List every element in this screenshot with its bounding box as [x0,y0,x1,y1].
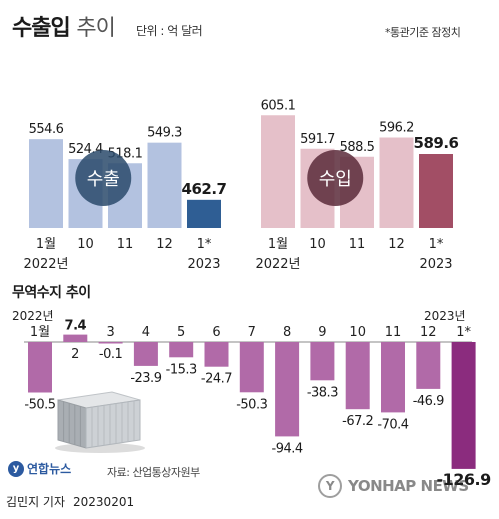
import-category-label-4-1: 2023 [419,257,452,272]
export-chart: 554.61월2022년524.410518.111549.312462.71*… [23,122,227,272]
yonhap-logo-icon: y [8,460,24,477]
export-bar-3 [147,142,182,228]
import-value-label-3: 596.2 [379,121,414,136]
import-value-label-2: 588.5 [340,140,375,155]
trade-bar-3 [133,342,158,366]
trade-bar-0 [28,342,52,393]
export-bar-0 [29,139,63,228]
trade-category-label-0: 1월 [30,325,50,340]
trade-value-label-7: -94.4 [272,441,303,456]
trade-value-label-5: -24.7 [201,372,232,387]
trade-value-label-12: -126.9 [436,470,491,489]
import-category-label-0-1: 2022년 [255,257,300,272]
yonhap-news-watermark: Y YONHAP NEWS [318,474,469,498]
import-category-label-1-0: 10 [309,237,326,252]
byline: 김민지 기자 20230201 [6,493,134,510]
chart-title: 수출입 추이 [12,10,116,42]
trade-category-label-7: 8 [283,325,291,340]
export-value-label-4: 462.7 [182,180,227,198]
trade-value-label-3: -23.9 [130,371,161,386]
container-side [57,399,87,449]
import-circle-label: 수입 [319,169,352,190]
import-chart: 605.1 1월 2022년 591.7 10 588.5 11 596.2 12 589.6 1*… [255,98,459,272]
import-bar-0 [261,115,295,228]
export-category-label-2-0: 11 [117,237,134,252]
trade-bar-10 [381,342,405,413]
trade-bar-2 [98,342,123,344]
trade-value-label-11: -46.9 [413,394,444,409]
title-sub: 추이 [76,16,115,41]
import-value-label-0: 605.1 [261,98,296,113]
reporter-name: 김민지 기자 [6,495,66,509]
title-main: 수출입 [12,16,71,41]
trade-category-label-2: 3 [106,325,114,340]
export-category-label-3-0: 12 [156,237,173,252]
yonhap-watermark-icon: Y [318,474,342,498]
trade-value-label-2: -0.1 [99,347,123,362]
import-category-label-2-0: 11 [349,237,366,252]
trade-bar-1 [63,334,88,342]
trade-category-label-1: 2 [71,347,79,362]
export-category-label-0-0: 1월 [36,237,56,252]
trade-category-label-3: 4 [142,325,150,340]
year-start-label: 2022년 [12,309,54,323]
trade-bar-6 [239,342,264,393]
export-category-label-0-1: 2022년 [23,257,68,272]
note-label: *통관기준 잠정치 [385,26,461,39]
source-label: 자료: 산업통상자원부 [107,466,200,479]
trade-bar-9 [345,342,370,410]
import-category-label-3-0: 12 [388,237,405,252]
export-circle-badge [75,150,132,206]
trade-bar-4 [169,342,194,358]
year-end-label: 2023년 [424,309,466,323]
yonhap-logo: y 연합뉴스 [8,460,71,477]
import-value-label-1: 591.7 [300,132,335,147]
export-category-label-1-0: 10 [77,237,94,252]
export-value-label-3: 549.3 [147,126,182,141]
trade-category-label-9: 10 [349,325,366,340]
import-value-label-4: 589.6 [414,134,459,152]
trade-bar-12 [451,342,476,469]
trade-value-label-4: -15.3 [166,362,197,377]
trade-value-label-10: -70.4 [377,417,408,432]
trade-category-label-8: 9 [318,325,326,340]
unit-label: 단위 : 억 달러 [136,24,203,38]
trade-balance-title: 무역수지 추이 [12,285,91,301]
trade-bar-7 [275,342,300,437]
trade-bar-8 [310,342,335,381]
publish-date: 20230201 [73,495,135,509]
trade-value-label-0: -50.5 [24,398,55,413]
trade-category-label-12: 1* [456,325,471,340]
trade-value-label-1: 7.4 [65,319,87,334]
trade-value-label-8: -38.3 [307,385,338,400]
trade-category-label-10: 11 [385,325,402,340]
trade-value-label-9: -67.2 [342,414,373,429]
trade-bar-5 [204,342,229,367]
container-front [85,399,141,449]
trade-category-label-11: 12 [420,325,437,340]
cargo-container-illustration [55,391,145,453]
export-category-label-4-0: 1* [197,237,212,252]
export-value-label-0: 554.6 [29,122,64,137]
export-category-label-4-1: 2023 [187,257,220,272]
import-category-label-4-0: 1* [429,237,444,252]
import-bar-3 [379,137,414,228]
trade-bar-11 [416,342,441,389]
import-bar-4 [419,154,453,228]
trade-category-label-6: 7 [248,325,256,340]
import-category-label-0-0: 1월 [268,237,288,252]
export-bar-4 [187,199,221,228]
trade-balance-chart: 2022년 2023년 1월 -50.5 2 7.4 3 -0.1 4 -23.9 5 -15.3 6 -… [12,309,492,489]
trade-category-label-5: 6 [212,325,220,340]
yonhap-logo-text: 연합뉴스 [27,462,72,476]
yonhap-watermark-text: YONHAP NEWS [348,477,469,495]
import-circle-badge [307,150,364,206]
export-circle-label: 수출 [87,169,120,190]
trade-category-label-4: 5 [177,325,185,340]
trade-value-label-6: -50.3 [236,397,267,412]
